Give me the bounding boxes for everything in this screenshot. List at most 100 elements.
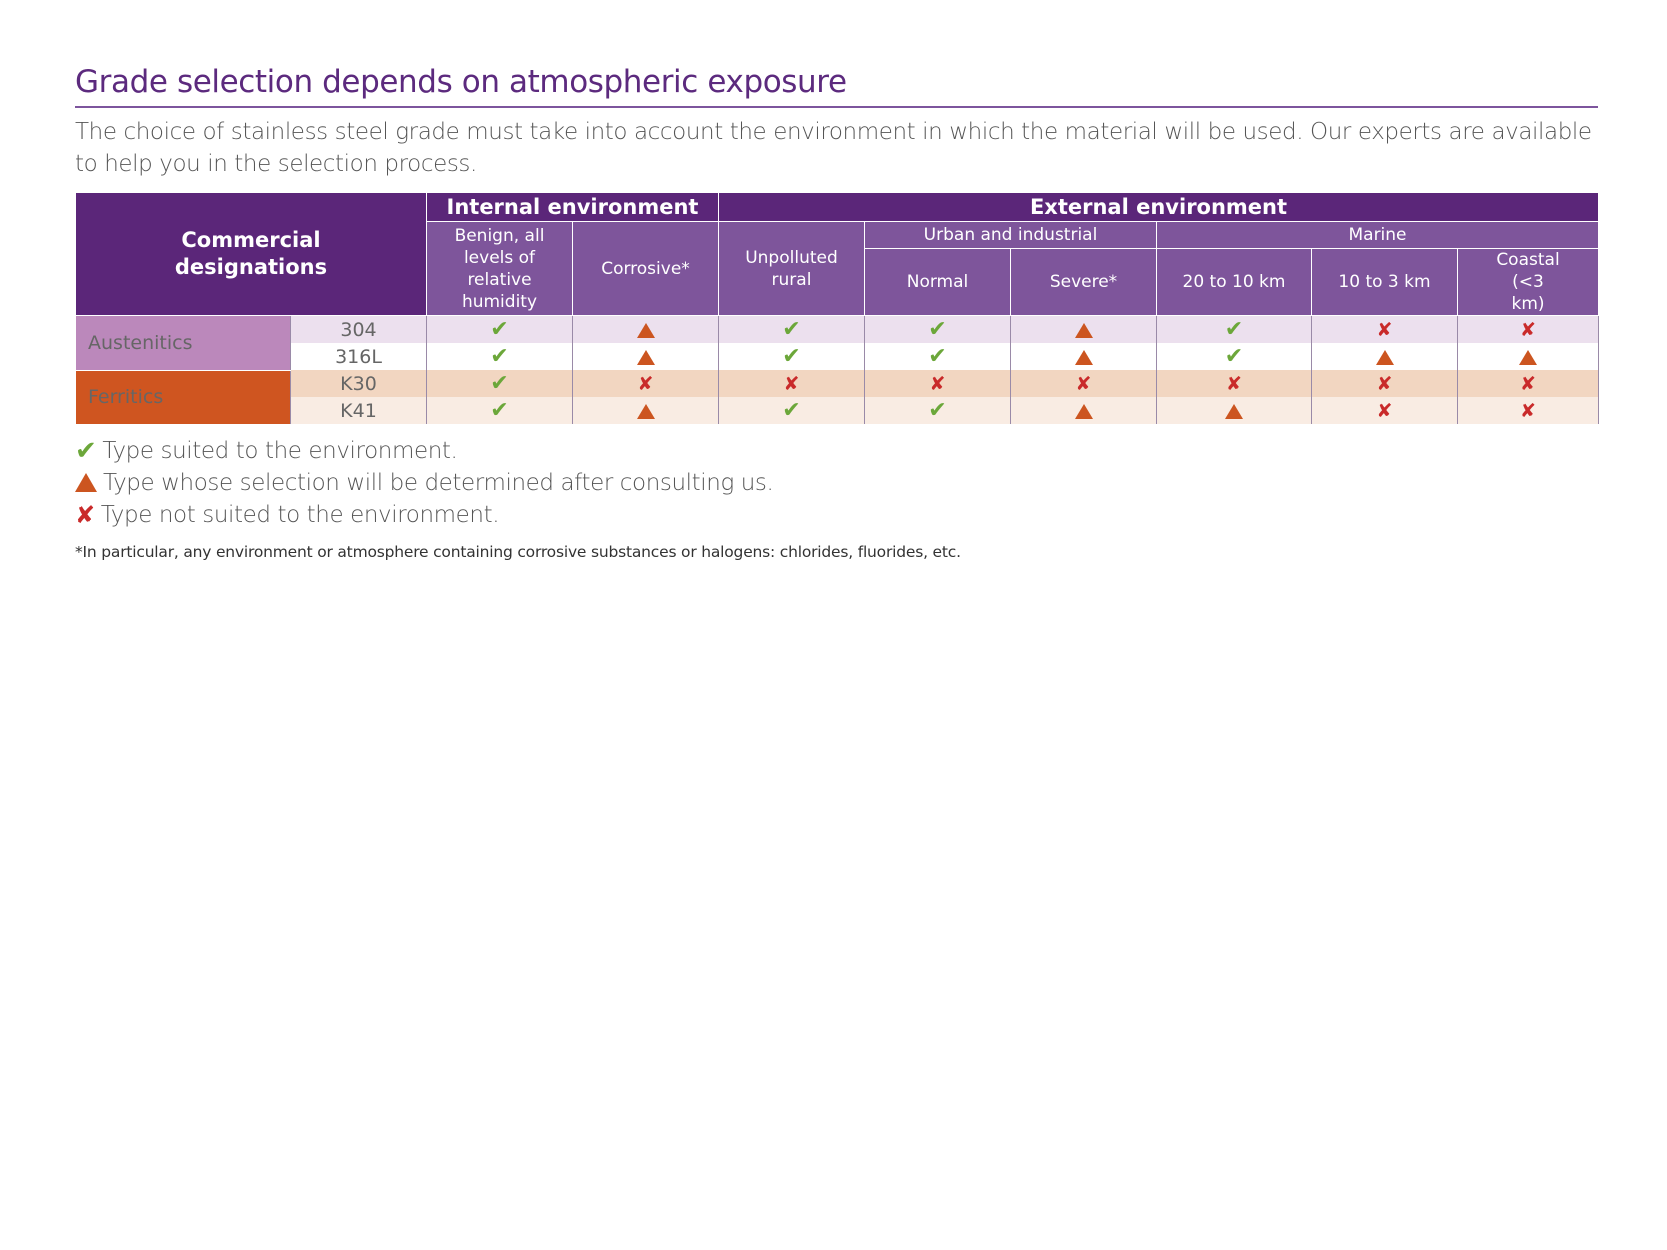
cross-icon: ✘ <box>929 372 946 395</box>
rating-cell <box>572 397 719 424</box>
check-icon: ✔ <box>1224 344 1244 369</box>
warning-triangle-icon <box>636 403 655 419</box>
rating-cell: ✘ <box>1156 370 1312 397</box>
rating-cell <box>1311 343 1458 370</box>
legend-label: Type whose selection will be determined … <box>103 469 774 496</box>
grade-label: 316L <box>290 343 427 370</box>
header-marine: Marine <box>1156 221 1599 249</box>
rating-cell: ✘ <box>572 370 719 397</box>
rating-cell: ✔ <box>718 397 865 424</box>
warning-triangle-icon <box>1074 403 1093 419</box>
cross-icon: ✘ <box>1226 372 1242 395</box>
cross-icon: ✘ <box>637 372 654 395</box>
legend-label: Type suited to the environment. <box>102 437 458 464</box>
cross-icon: ✘ <box>1376 318 1393 341</box>
cross-icon: ✘ <box>75 500 95 529</box>
rating-cell: ✔ <box>426 315 573 343</box>
rating-cell: ✔ <box>718 315 865 343</box>
rating-cell <box>1010 397 1157 424</box>
header-benign: Benign, all levels of relative humidity <box>426 221 573 316</box>
rating-cell: ✔ <box>864 397 1011 424</box>
header-external-environment: External environment <box>718 192 1599 222</box>
intro-paragraph: The choice of stainless steel grade must… <box>75 119 1592 177</box>
rating-cell <box>1156 397 1312 424</box>
rating-cell: ✘ <box>1311 370 1458 397</box>
legend-item-suited: ✔ Type suited to the environment. <box>75 435 1598 467</box>
legend-label: Type not suited to the environment. <box>100 501 500 528</box>
check-icon: ✔ <box>782 344 801 369</box>
page: Grade selection depends on atmospheric e… <box>75 62 1599 561</box>
rating-cell: ✔ <box>864 343 1011 370</box>
rating-cell <box>1457 343 1599 370</box>
check-icon: ✔ <box>782 398 801 423</box>
table-row: 316L ✔ ✔ ✔ ✔ <box>76 343 1599 370</box>
rating-cell: ✔ <box>718 343 865 370</box>
header-10-to-3-km: 10 to 3 km <box>1311 248 1458 316</box>
cross-icon: ✘ <box>1376 372 1393 395</box>
check-icon: ✔ <box>490 317 509 342</box>
check-icon: ✔ <box>490 398 509 423</box>
check-icon: ✔ <box>928 344 947 369</box>
header-severe: Severe* <box>1010 248 1157 316</box>
family-austenitics: Austenitics <box>75 315 291 371</box>
rating-cell <box>1010 343 1157 370</box>
warning-triangle-icon <box>1074 349 1093 365</box>
rating-cell: ✘ <box>1457 315 1599 343</box>
cross-icon: ✘ <box>1376 399 1393 422</box>
rating-cell: ✘ <box>1457 397 1599 424</box>
warning-triangle-icon <box>636 322 655 338</box>
warning-triangle-icon <box>636 349 655 365</box>
rating-cell: ✘ <box>718 370 865 397</box>
header-20-to-10-km: 20 to 10 km <box>1156 248 1312 316</box>
grade-selection-table: Commercial designations Internal environ… <box>75 192 1599 425</box>
warning-triangle-icon <box>1375 349 1394 365</box>
rating-cell: ✔ <box>864 315 1011 343</box>
check-icon: ✔ <box>928 317 947 342</box>
check-icon: ✔ <box>490 371 509 396</box>
rating-cell: ✘ <box>1311 315 1458 343</box>
page-title: Grade selection depends on atmospheric e… <box>75 62 1598 108</box>
header-unpolluted-rural: Unpolluted rural <box>718 221 865 316</box>
header-coastal: Coastal (<3 km) <box>1457 248 1599 316</box>
cross-icon: ✘ <box>1520 318 1536 341</box>
table-row: Austenitics 304 ✔ ✔ ✔ ✔ ✘ ✘ <box>75 315 1599 371</box>
warning-triangle-icon <box>75 473 97 492</box>
rating-cell: ✔ <box>1156 315 1312 343</box>
table-row: Ferritics K30 ✔ ✘ ✘ ✘ ✘ ✘ ✘ ✘ <box>75 369 1599 425</box>
table-row: K41 ✔ ✔ ✔ ✘ ✘ <box>76 397 1599 424</box>
cross-icon: ✘ <box>1075 372 1092 395</box>
rating-cell: ✔ <box>1156 343 1312 370</box>
cross-icon: ✘ <box>783 372 800 395</box>
footnote: *In particular, any environment or atmos… <box>75 542 961 561</box>
header-normal: Normal <box>864 248 1011 316</box>
check-icon: ✔ <box>782 317 801 342</box>
rating-cell: ✔ <box>426 370 573 397</box>
rating-cell: ✘ <box>1010 370 1157 397</box>
check-icon: ✔ <box>75 435 97 466</box>
legend-item-not-suited: ✘ Type not suited to the environment. <box>75 499 1598 531</box>
header-commercial-designations: Commercial designations <box>75 192 427 316</box>
family-ferritics: Ferritics <box>75 369 291 425</box>
header-urban-and-industrial: Urban and industrial <box>864 221 1157 249</box>
rating-cell: ✔ <box>426 343 573 370</box>
rating-cell: ✘ <box>1457 370 1599 397</box>
legend-item-consult: Type whose selection will be determined … <box>75 467 1598 499</box>
warning-triangle-icon <box>1519 349 1537 365</box>
warning-triangle-icon <box>1225 403 1243 419</box>
check-icon: ✔ <box>1224 317 1244 342</box>
grade-label: 304 <box>290 315 427 343</box>
grade-label: K41 <box>290 397 427 424</box>
warning-triangle-icon <box>1074 322 1093 338</box>
rating-cell <box>1010 315 1157 343</box>
rating-cell: ✘ <box>1311 397 1458 424</box>
rating-cell: ✘ <box>864 370 1011 397</box>
rating-cell: ✔ <box>426 397 573 424</box>
rating-cell <box>572 343 719 370</box>
cross-icon: ✘ <box>1520 372 1536 395</box>
cross-icon: ✘ <box>1520 399 1536 422</box>
header-internal-environment: Internal environment <box>426 192 719 222</box>
rating-cell <box>572 315 719 343</box>
legend: ✔ Type suited to the environment. Type w… <box>75 435 1598 531</box>
check-icon: ✔ <box>928 398 947 423</box>
check-icon: ✔ <box>490 344 509 369</box>
